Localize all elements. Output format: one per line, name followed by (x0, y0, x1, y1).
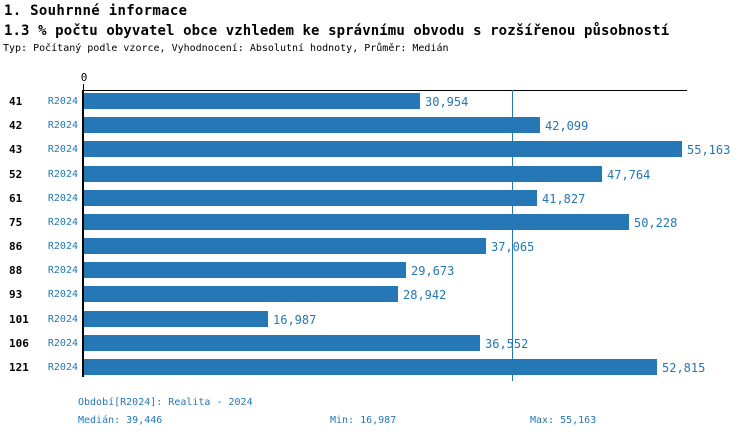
period-label: Období[R2024]: Realita - 2024 (78, 397, 253, 408)
row-period-label: R2024 (47, 338, 78, 349)
bar-value-label: 52,815 (662, 361, 706, 375)
bar (84, 286, 398, 302)
row-category-label: 101 (9, 313, 29, 326)
row-category-label: 93 (9, 288, 23, 301)
row-category-label: 41 (9, 95, 23, 108)
row-category-label: 61 (9, 192, 23, 205)
bar-value-label: 47,764 (607, 168, 651, 182)
median-reference-line (512, 90, 513, 381)
x-axis-tick (83, 84, 84, 90)
axis-zero-label: 0 (80, 71, 88, 84)
section-title: 1. Souhrnné informace (4, 3, 188, 19)
row-category-label: 86 (9, 240, 23, 253)
indicator-meta: Typ: Počítaný podle vzorce, Vyhodnocení:… (3, 43, 449, 54)
bar-value-label: 29,673 (411, 264, 455, 278)
row-period-label: R2024 (47, 362, 78, 373)
row-period-label: R2024 (47, 314, 78, 325)
bar (84, 335, 480, 351)
row-category-label: 42 (9, 119, 23, 132)
bar-value-label: 50,228 (634, 216, 678, 230)
bar-chart: 0 41 R2024 30,954 42 R2024 42,099 43 R2024 55,16… (9, 71, 731, 381)
row-period-label: R2024 (47, 169, 78, 180)
bar (84, 311, 268, 327)
row-period-label: R2024 (47, 120, 78, 131)
row-period-label: R2024 (47, 241, 78, 252)
row-period-label: R2024 (47, 289, 78, 300)
bar-value-label: 55,163 (687, 143, 731, 157)
x-axis-line (83, 90, 687, 91)
row-period-label: R2024 (47, 217, 78, 228)
row-period-label: R2024 (47, 265, 78, 276)
row-period-label: R2024 (47, 96, 78, 107)
bar-value-label: 41,827 (542, 192, 586, 206)
row-category-label: 106 (9, 337, 29, 350)
bar-value-label: 37,065 (491, 240, 535, 254)
bar-value-label: 16,987 (273, 313, 317, 327)
bar (84, 166, 602, 182)
bar-value-label: 42,099 (545, 119, 589, 133)
row-category-label: 88 (9, 264, 23, 277)
row-category-label: 75 (9, 216, 23, 229)
bar (84, 190, 537, 206)
max-stat: Max: 55,163 (530, 415, 597, 426)
indicator-title: 1.3 % počtu obyvatel obce vzhledem ke sp… (4, 23, 670, 39)
bar (84, 117, 540, 133)
bar-value-label: 36,552 (485, 337, 529, 351)
bar-value-label: 28,942 (403, 288, 447, 302)
bar (84, 141, 682, 157)
bar (84, 93, 420, 109)
row-category-label: 121 (9, 361, 29, 374)
bar (84, 214, 629, 230)
y-axis-line (82, 90, 84, 377)
row-period-label: R2024 (47, 193, 78, 204)
bar (84, 262, 406, 278)
row-category-label: 52 (9, 168, 23, 181)
bar (84, 238, 486, 254)
bar (84, 359, 657, 375)
row-period-label: R2024 (47, 144, 78, 155)
bar-value-label: 30,954 (425, 95, 469, 109)
row-category-label: 43 (9, 143, 23, 156)
min-stat: Min: 16,987 (330, 415, 397, 426)
median-stat: Medián: 39,446 (78, 415, 163, 426)
